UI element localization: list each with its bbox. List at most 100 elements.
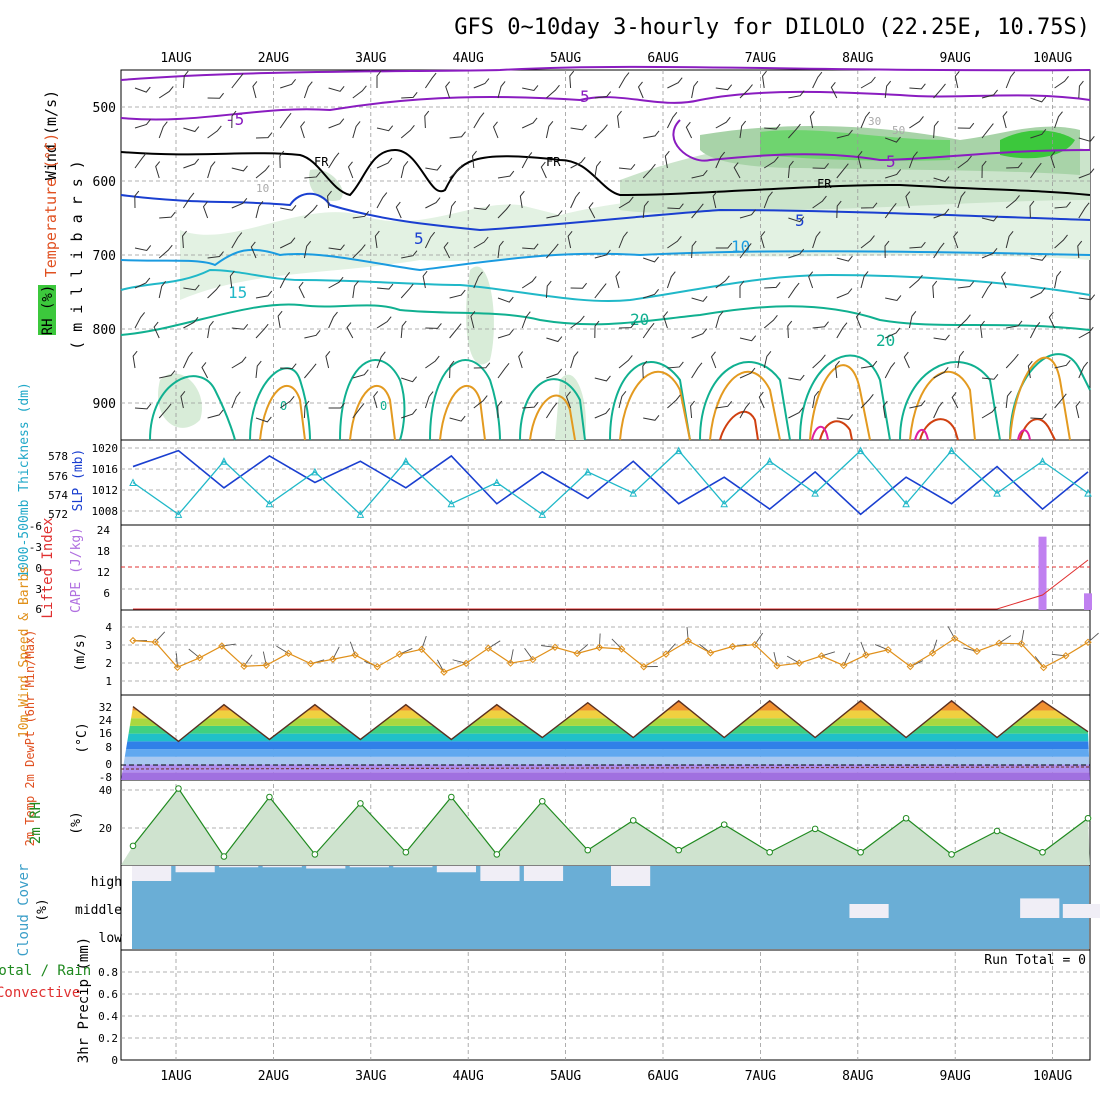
date-labels-top: 1AUG 2AUG 3AUG 4AUG 5AUG 6AUG 7AUG 8AUG 9AUG 10AU…	[160, 51, 1072, 66]
cloud-clear-patches	[132, 866, 1100, 918]
wind-barbs	[132, 70, 1096, 423]
isotherms	[120, 65, 1091, 441]
wind-marker	[484, 644, 493, 652]
rh2m-marker	[402, 848, 410, 856]
upper-wind-barb	[328, 311, 338, 329]
upper-wind-barb	[376, 192, 388, 209]
date-label-top: 5AUG	[550, 51, 581, 66]
upper-wind-barb	[812, 163, 829, 169]
wind-marker	[1084, 638, 1092, 647]
upper-wind-barb	[497, 170, 515, 179]
upper-wind-barb	[618, 391, 627, 409]
upper-wind-barb	[787, 282, 800, 299]
upper-wind-barb	[642, 200, 649, 219]
isotherm-15	[120, 268, 1091, 303]
rh2m-marker	[584, 846, 592, 854]
rh2m-marker	[538, 797, 546, 805]
rh2m-marker	[220, 853, 228, 860]
upper-wind-barb	[855, 311, 862, 329]
upper-wind-barb	[788, 407, 804, 419]
dewpoint-line	[120, 766, 1091, 770]
upper-wind-barb	[836, 129, 853, 139]
upper-wind-barb	[836, 163, 849, 179]
upper-wind-barb	[473, 362, 491, 369]
temp-tick-24: 24	[99, 714, 113, 727]
rh2m-marker	[175, 785, 182, 792]
upper-wind-barb	[352, 403, 365, 419]
upper-wind-barb	[180, 390, 186, 409]
upper-wind-barb	[134, 403, 152, 410]
upper-wind-barb	[763, 314, 778, 329]
upper-wind-barb	[1054, 359, 1071, 369]
temp-tick-8: 8	[105, 741, 112, 754]
upper-wind-barb	[376, 351, 386, 369]
slp-line	[132, 449, 1089, 516]
upper-wind-barb	[739, 243, 752, 259]
wind-marker	[928, 649, 937, 657]
upper-wind-barb	[909, 274, 923, 289]
upper-wind-barb	[328, 118, 345, 129]
upper-wind-barb	[400, 283, 414, 299]
thickness-marker	[220, 457, 228, 465]
upper-wind-barb	[739, 120, 747, 139]
upper-wind-barb	[1029, 321, 1041, 339]
cloud-level-high: high	[91, 875, 122, 890]
upper-wind-barb	[252, 81, 258, 99]
thickness-marker	[811, 489, 819, 497]
upper-wind-barb	[981, 89, 998, 99]
wind-marker	[640, 663, 648, 671]
wind-marker	[817, 652, 826, 660]
upper-wind-barb	[788, 123, 801, 139]
upper-wind-barb	[957, 122, 975, 129]
upper-wind-barb	[788, 248, 805, 259]
upper-wind-barb	[207, 92, 224, 99]
cloud-mid-clear	[1062, 904, 1100, 918]
upper-wind-barb	[207, 161, 216, 179]
upper-wind-barb	[304, 171, 321, 179]
upper-wind-barb	[908, 151, 918, 169]
cape-ylabel-cape: CAPE (J/kg)	[69, 527, 84, 613]
upper-wind-barb	[812, 390, 820, 409]
cloud-fill	[132, 866, 1089, 949]
upper-wind-barb	[885, 136, 901, 143]
wind-marker	[129, 636, 137, 645]
upper-wind-barb	[1030, 128, 1047, 139]
temp-band	[121, 772, 1090, 780]
precip-ticks: 0.8 0.6 0.4 0.2 0	[98, 966, 118, 1067]
upper-wind-barb	[1078, 168, 1095, 179]
upper-wind-barb	[884, 80, 892, 99]
upper-wind-barb	[255, 201, 264, 219]
rh2m-marker	[948, 851, 955, 858]
upper-wind-barb	[594, 91, 612, 99]
upper-wind-barb	[521, 276, 537, 289]
upper-wind-barb	[1078, 80, 1084, 99]
upper-wind-barb	[594, 283, 607, 299]
upper-wind-barb	[664, 150, 670, 169]
upper-wind-barb	[352, 244, 366, 259]
date-label-bottom: 8AUG	[842, 1069, 873, 1084]
upper-wind-barb	[594, 249, 611, 259]
upper-wind-barb	[134, 245, 152, 252]
upper-wind-barb	[909, 116, 924, 129]
upper-wind-barb	[812, 321, 829, 329]
upper-wind-barb	[569, 70, 575, 89]
wind-marker	[240, 662, 248, 670]
upper-wind-barb	[207, 409, 224, 419]
upper-wind-barb	[376, 316, 392, 329]
upper-wind-barb	[715, 311, 724, 329]
upper-wind-barb	[957, 191, 966, 209]
cloud-level-low: low	[99, 931, 123, 946]
wind-marker	[306, 659, 315, 668]
upper-wind-barb	[279, 395, 295, 409]
rh2m-marker	[902, 814, 910, 822]
wind-tick-2: 2	[105, 657, 112, 670]
upper-wind-barb	[298, 281, 305, 299]
label-rh30-a: 30	[868, 115, 881, 128]
date-label-top: 9AUG	[940, 51, 971, 66]
wind-marker	[839, 661, 848, 670]
upper-wind-barb	[1006, 320, 1023, 329]
li-tick-3: 3	[35, 583, 42, 596]
upper-wind-barb	[594, 124, 608, 139]
upper-wind-barb	[763, 191, 773, 209]
